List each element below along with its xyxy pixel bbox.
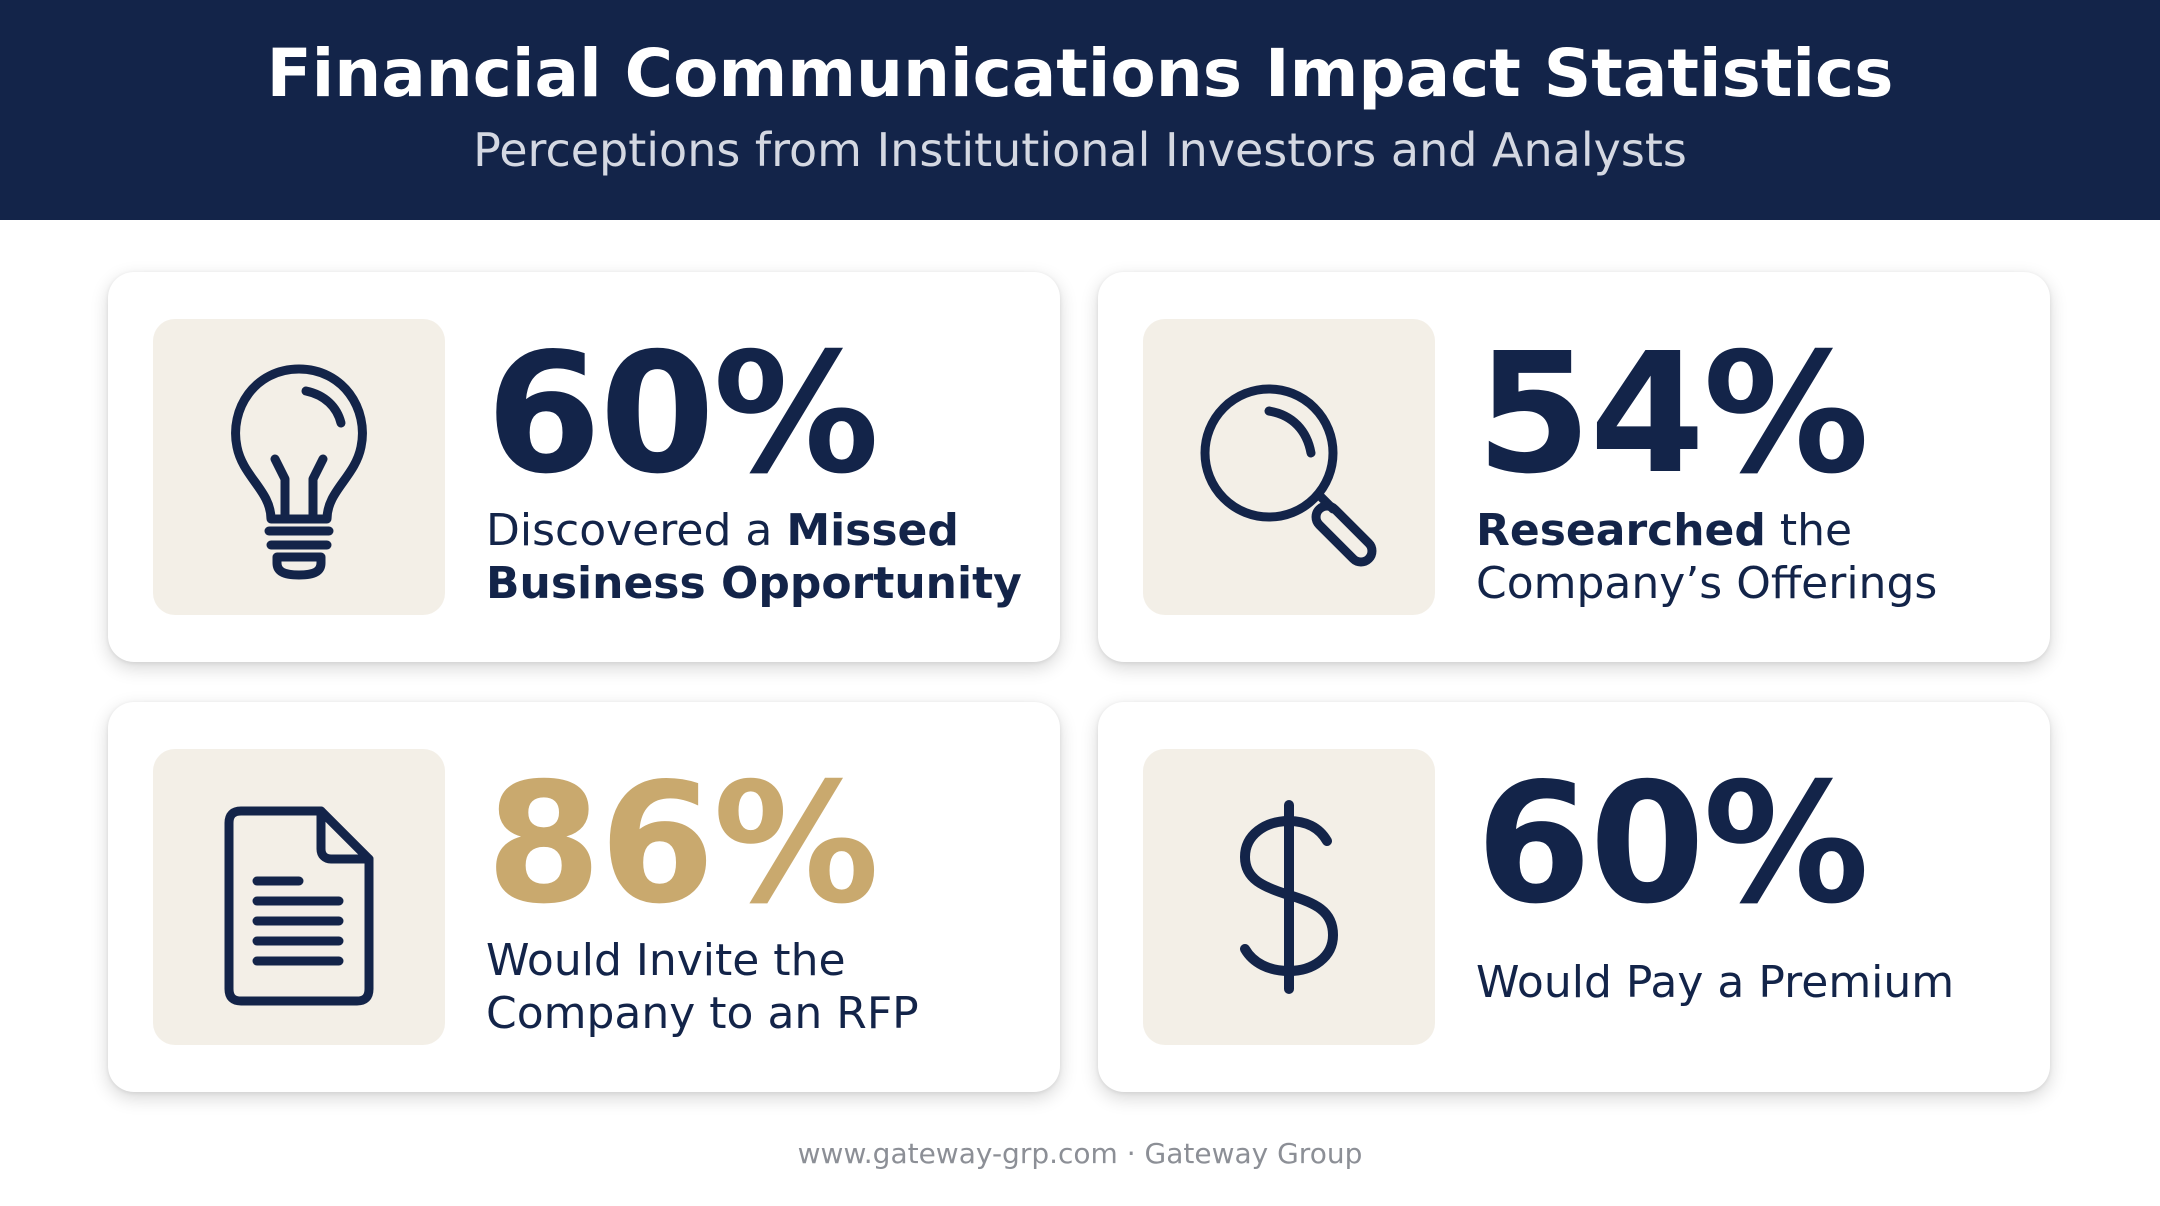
stat-description-bold-line2: Business Opportunity	[486, 558, 1022, 609]
stat-value: 60%	[1476, 748, 1869, 941]
icon-tile	[1143, 749, 1435, 1045]
document-icon	[224, 806, 374, 1006]
page-title: Financial Communications Impact Statisti…	[266, 35, 1894, 112]
stat-description: Researched the Company’s Offerings	[1476, 504, 1937, 610]
stat-value: 60%	[486, 318, 879, 511]
icon-tile	[153, 319, 445, 615]
stat-description-regular: the	[1765, 505, 1853, 556]
stat-description-line1: Would Invite the	[486, 935, 846, 986]
lightbulb-icon	[231, 364, 367, 580]
stat-card-rfp-invite: 86% Would Invite the Company to an RFP	[108, 702, 1060, 1092]
stat-value: 86%	[486, 748, 879, 941]
page-subtitle: Perceptions from Institutional Investors…	[473, 123, 1687, 177]
stat-description-line1: Would Pay a Premium	[1476, 957, 1955, 1008]
stat-value: 54%	[1476, 318, 1869, 511]
stat-description-line2: Company to an RFP	[486, 988, 919, 1039]
dollar-icon	[1240, 800, 1338, 994]
stat-card-pay-premium: 60% Would Pay a Premium	[1098, 702, 2050, 1092]
stat-description: Would Invite the Company to an RFP	[486, 934, 919, 1040]
stat-description-bold: Missed	[786, 505, 959, 556]
stat-card-researched-offerings: 54% Researched the Company’s Offerings	[1098, 272, 2050, 662]
magnifying-glass-icon	[1200, 384, 1377, 567]
icon-tile	[153, 749, 445, 1045]
stat-card-missed-opportunity: 60% Discovered a Missed Business Opportu…	[108, 272, 1060, 662]
stat-description-regular: Discovered a	[486, 505, 787, 556]
stat-description-bold: Researched	[1476, 505, 1766, 556]
stat-description-line2: Company’s Offerings	[1476, 558, 1938, 609]
stat-description: Discovered a Missed Business Opportunity	[486, 504, 1022, 610]
stat-description: Would Pay a Premium	[1476, 956, 1954, 1009]
footer-credit: www.gateway-grp.com · Gateway Group	[797, 1137, 1363, 1170]
icon-tile	[1143, 319, 1435, 615]
header-banner: Financial Communications Impact Statisti…	[0, 0, 2160, 220]
